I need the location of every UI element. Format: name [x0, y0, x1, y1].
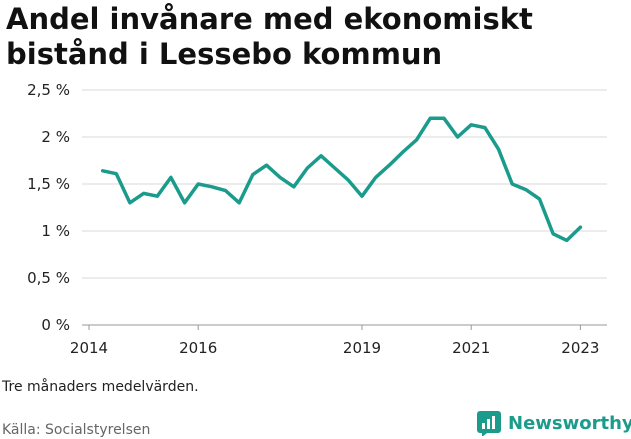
x-axis: 2014 2016 2019 2021 2023: [70, 325, 599, 357]
y-tick-label: 1,5 %: [27, 175, 70, 193]
chart-title: Andel invånare med ekonomiskt bistånd i …: [6, 2, 533, 71]
source-text: Källa: Socialstyrelsen: [2, 422, 151, 438]
brand-name: Newsworthy: [508, 412, 631, 434]
chart-note: Tre månaders medelvärden.: [2, 379, 199, 395]
newsworthy-logo-icon: [477, 411, 501, 436]
x-tick-label: 2023: [561, 339, 599, 357]
y-tick-label: 2,5 %: [27, 81, 70, 99]
series-line: [100, 116, 583, 243]
x-tick-label: 2021: [452, 339, 490, 357]
y-tick-label: 2 %: [41, 128, 70, 146]
y-tick-labels: 0 % 0,5 % 1 % 1,5 % 2 % 2,5 %: [27, 81, 70, 334]
x-tick-label: 2019: [343, 339, 381, 357]
y-tick-label: 0,5 %: [27, 269, 70, 287]
series-layer: [100, 116, 583, 243]
y-tick-label: 0 %: [41, 316, 70, 334]
gridlines: [82, 89, 607, 326]
brand-logo: Newsworthy: [476, 408, 631, 438]
x-tick-label: 2016: [179, 339, 217, 357]
x-tick-label: 2014: [70, 339, 108, 357]
y-tick-label: 1 %: [41, 222, 70, 240]
